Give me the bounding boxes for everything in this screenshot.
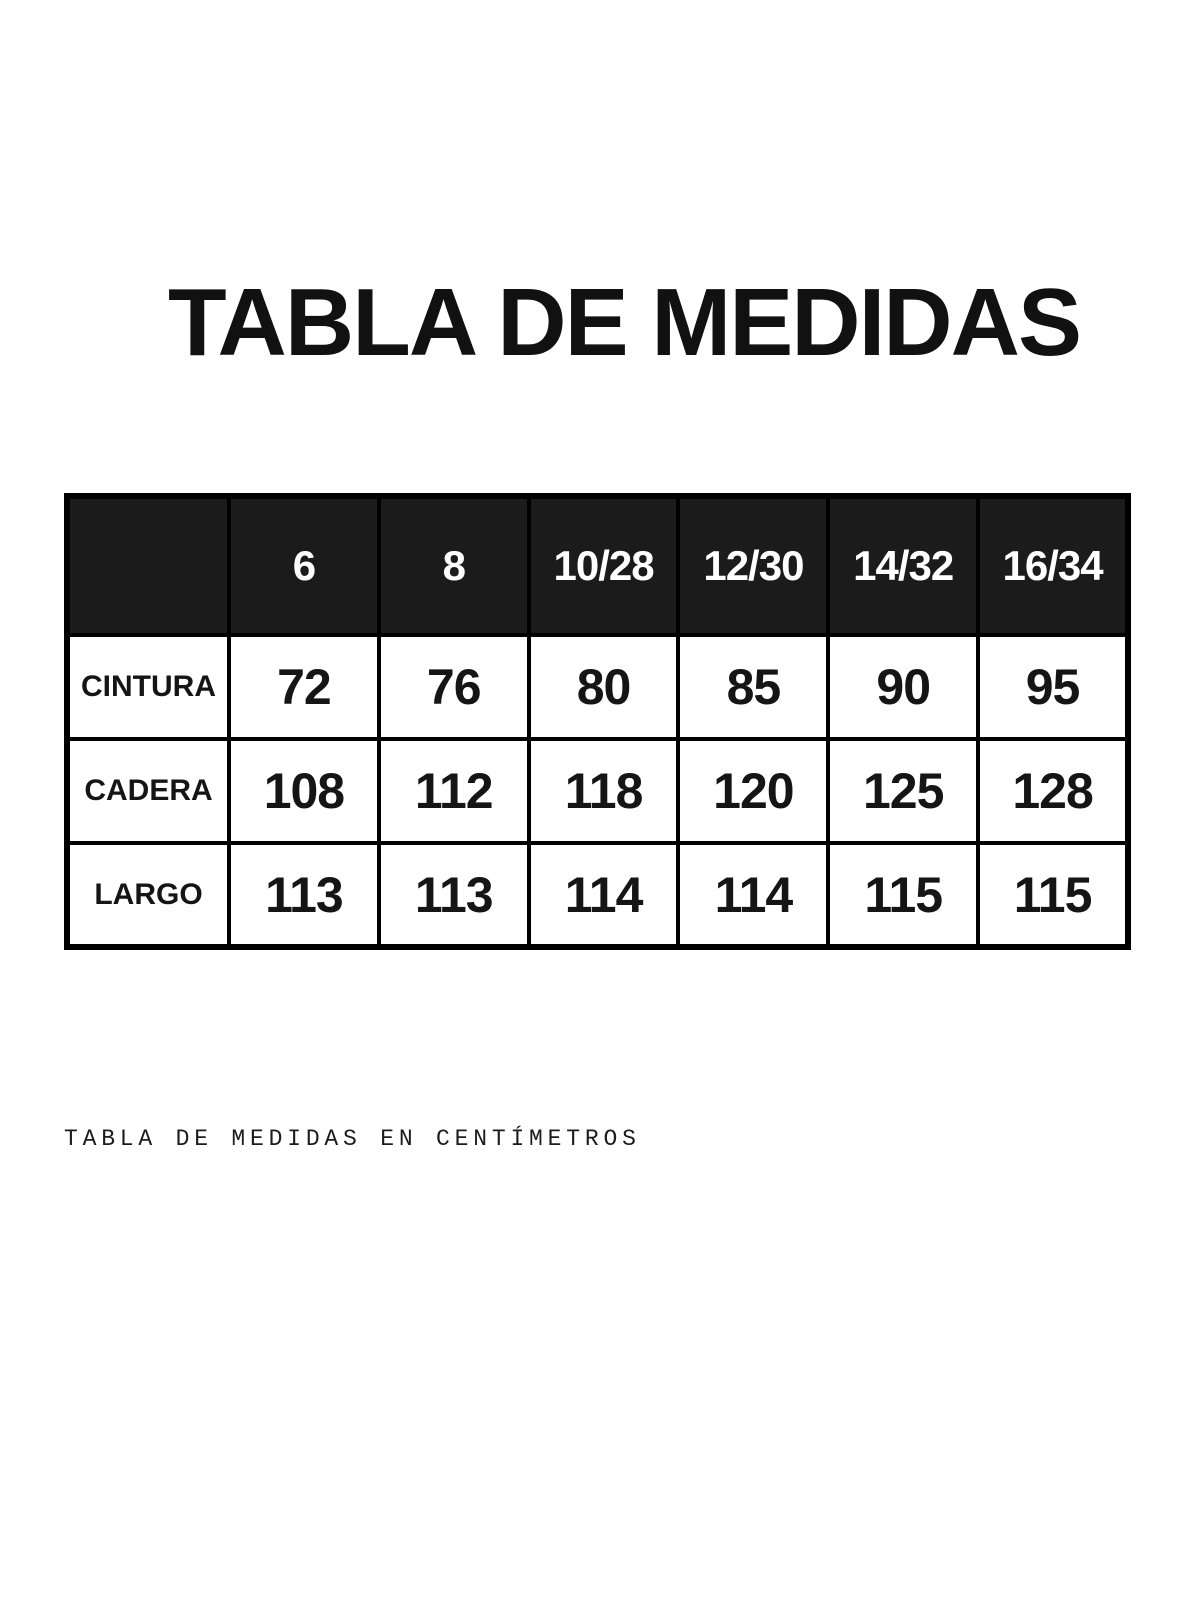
largo-value-0: 113 — [227, 841, 381, 949]
largo-value-3: 114 — [676, 841, 831, 949]
units-note: TABLA DE MEDIDAS EN CENTÍMETROS — [64, 1126, 641, 1152]
corner-cell — [65, 494, 231, 637]
cintura-value-4: 90 — [826, 633, 981, 741]
size-header-16-34: 16/34 — [976, 494, 1130, 637]
largo-value-1: 113 — [376, 841, 531, 949]
row-label-cadera: CADERA — [65, 737, 231, 845]
cadera-value-5: 128 — [976, 737, 1130, 845]
table-header-row: 6 8 10/28 12/30 14/32 16/34 — [65, 494, 1130, 637]
size-header-8: 8 — [376, 494, 531, 637]
page-title: TABLA DE MEDIDAS — [168, 269, 1082, 376]
size-chart-table: 6 8 10/28 12/30 14/32 16/34 CINTURA 72 7… — [64, 493, 1131, 950]
cadera-value-0: 108 — [227, 737, 381, 845]
size-header-14-32: 14/32 — [826, 494, 981, 637]
size-header-10-28: 10/28 — [526, 494, 681, 637]
table-row-cadera: CADERA 108 112 118 120 125 128 — [65, 737, 1130, 845]
largo-value-2: 114 — [526, 841, 681, 949]
cadera-value-1: 112 — [376, 737, 531, 845]
largo-value-5: 115 — [976, 841, 1130, 949]
cintura-value-5: 95 — [976, 633, 1130, 741]
cintura-value-3: 85 — [676, 633, 831, 741]
cintura-value-2: 80 — [526, 633, 681, 741]
table-row-largo: LARGO 113 113 114 114 115 115 — [65, 841, 1130, 949]
row-label-cintura: CINTURA — [65, 633, 231, 741]
table-row-cintura: CINTURA 72 76 80 85 90 95 — [65, 633, 1130, 741]
size-header-12-30: 12/30 — [676, 494, 831, 637]
cintura-value-1: 76 — [376, 633, 531, 741]
cadera-value-2: 118 — [526, 737, 681, 845]
cadera-value-3: 120 — [676, 737, 831, 845]
cadera-value-4: 125 — [826, 737, 981, 845]
size-header-6: 6 — [227, 494, 381, 637]
cintura-value-0: 72 — [227, 633, 381, 741]
largo-value-4: 115 — [826, 841, 981, 949]
row-label-largo: LARGO — [65, 841, 231, 949]
